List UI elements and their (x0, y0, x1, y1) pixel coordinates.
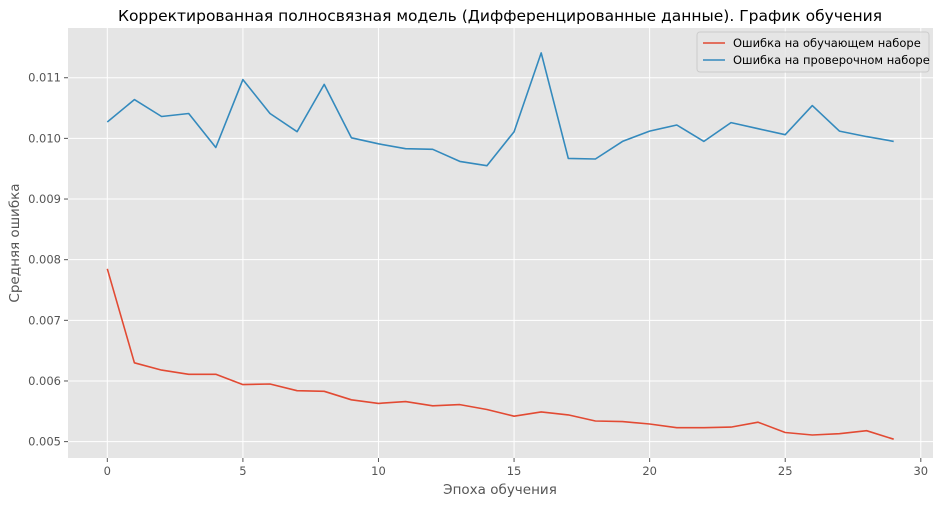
x-tick-label: 30 (913, 464, 928, 478)
series-lines (106, 52, 894, 440)
plot-area (68, 28, 933, 458)
y-tick-label: 0.006 (28, 374, 61, 388)
x-axis-ticks: 0 5 10 15 20 25 30 (104, 458, 928, 478)
train-loss-line (106, 268, 894, 440)
y-axis-label: Средняя ошибка (7, 183, 23, 302)
y-tick-label: 0.009 (28, 192, 61, 206)
x-tick-label: 15 (507, 464, 522, 478)
x-tick-label: 10 (371, 464, 386, 478)
x-tick-label: 25 (778, 464, 793, 478)
y-tick-label: 0.010 (28, 131, 61, 145)
legend-label: Ошибка на проверочном наборе (733, 53, 930, 67)
legend: Ошибка на обучающем наборе Ошибка на пров… (696, 31, 930, 73)
y-axis-ticks: 0.005 0.006 0.007 0.008 0.009 0.010 0.011 (28, 71, 68, 449)
legend-box (696, 31, 930, 73)
x-tick-label: 0 (104, 464, 111, 478)
legend-label: Ошибка на обучающем наборе (733, 36, 921, 50)
y-tick-label: 0.011 (28, 71, 61, 85)
x-tick-label: 20 (642, 464, 657, 478)
chart-title: Корректированная полносвязная модель (Ди… (118, 7, 882, 25)
grid (68, 28, 933, 458)
y-tick-label: 0.005 (28, 435, 61, 449)
x-axis-label: Эпоха обучения (443, 482, 557, 498)
y-tick-label: 0.008 (28, 253, 61, 267)
y-tick-label: 0.007 (28, 313, 61, 327)
x-tick-label: 5 (239, 464, 246, 478)
validation-loss-line (106, 52, 894, 167)
